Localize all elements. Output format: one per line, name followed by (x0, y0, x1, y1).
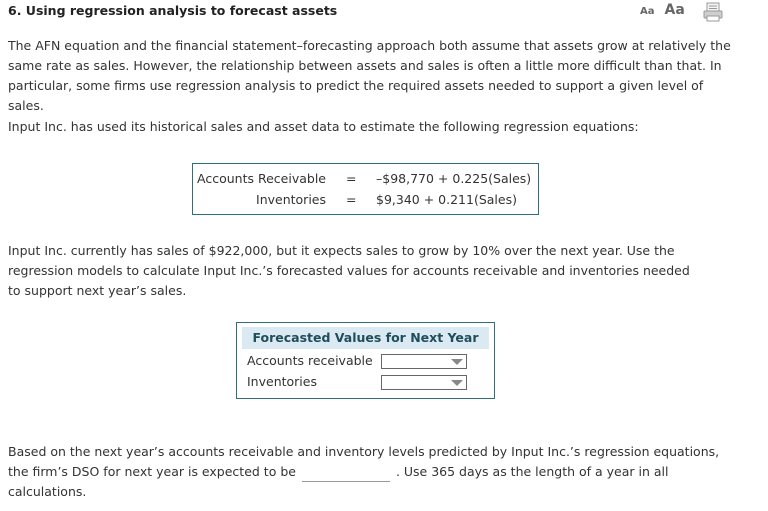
increase-text-size-button[interactable]: Aa (664, 2, 685, 18)
scenario-paragraph: Input Inc. currently has sales of $922,0… (8, 243, 690, 298)
equation-expression: –$98,770 + 0.225(Sales) (376, 171, 532, 186)
text-size-toolbar: Aa Aa (640, 2, 685, 18)
accounts-receivable-label: Accounts receivable (247, 353, 373, 368)
equals-sign: = (346, 171, 357, 186)
decrease-text-size-button[interactable]: Aa (640, 6, 655, 17)
intro-paragraph: The AFN equation and the financial state… (8, 38, 731, 113)
accounts-receivable-dropdown[interactable] (381, 354, 467, 369)
dso-question-suffix: . Use 365 days as the length of a year i… (8, 464, 669, 499)
forecast-table: Forecasted Values for Next Year Accounts… (236, 322, 495, 399)
inventories-dropdown[interactable] (381, 375, 467, 390)
inventories-label: Inventories (247, 374, 317, 389)
chevron-down-icon (451, 380, 463, 386)
equation-label: Accounts Receivable (197, 171, 326, 186)
question-title: 6. Using regression analysis to forecast… (8, 3, 338, 18)
printer-icon[interactable] (703, 2, 723, 22)
equation-row: Inventories = $9,340 + 0.211(Sales) (193, 190, 538, 210)
equation-expression: $9,340 + 0.211(Sales) (376, 192, 517, 207)
setup-paragraph: Input Inc. has used its historical sales… (8, 119, 639, 134)
dso-question-paragraph: Based on the next year’s accounts receiv… (8, 442, 728, 502)
forecast-table-header: Forecasted Values for Next Year (242, 327, 489, 349)
dso-question-text: Based on the next year’s accounts receiv… (8, 444, 720, 479)
equals-sign: = (346, 192, 357, 207)
chevron-down-icon (451, 359, 463, 365)
equation-label: Inventories (256, 192, 326, 207)
regression-equations-box: Accounts Receivable = –$98,770 + 0.225(S… (192, 163, 539, 215)
dso-answer-blank[interactable] (301, 467, 390, 482)
equation-row: Accounts Receivable = –$98,770 + 0.225(S… (193, 169, 538, 189)
